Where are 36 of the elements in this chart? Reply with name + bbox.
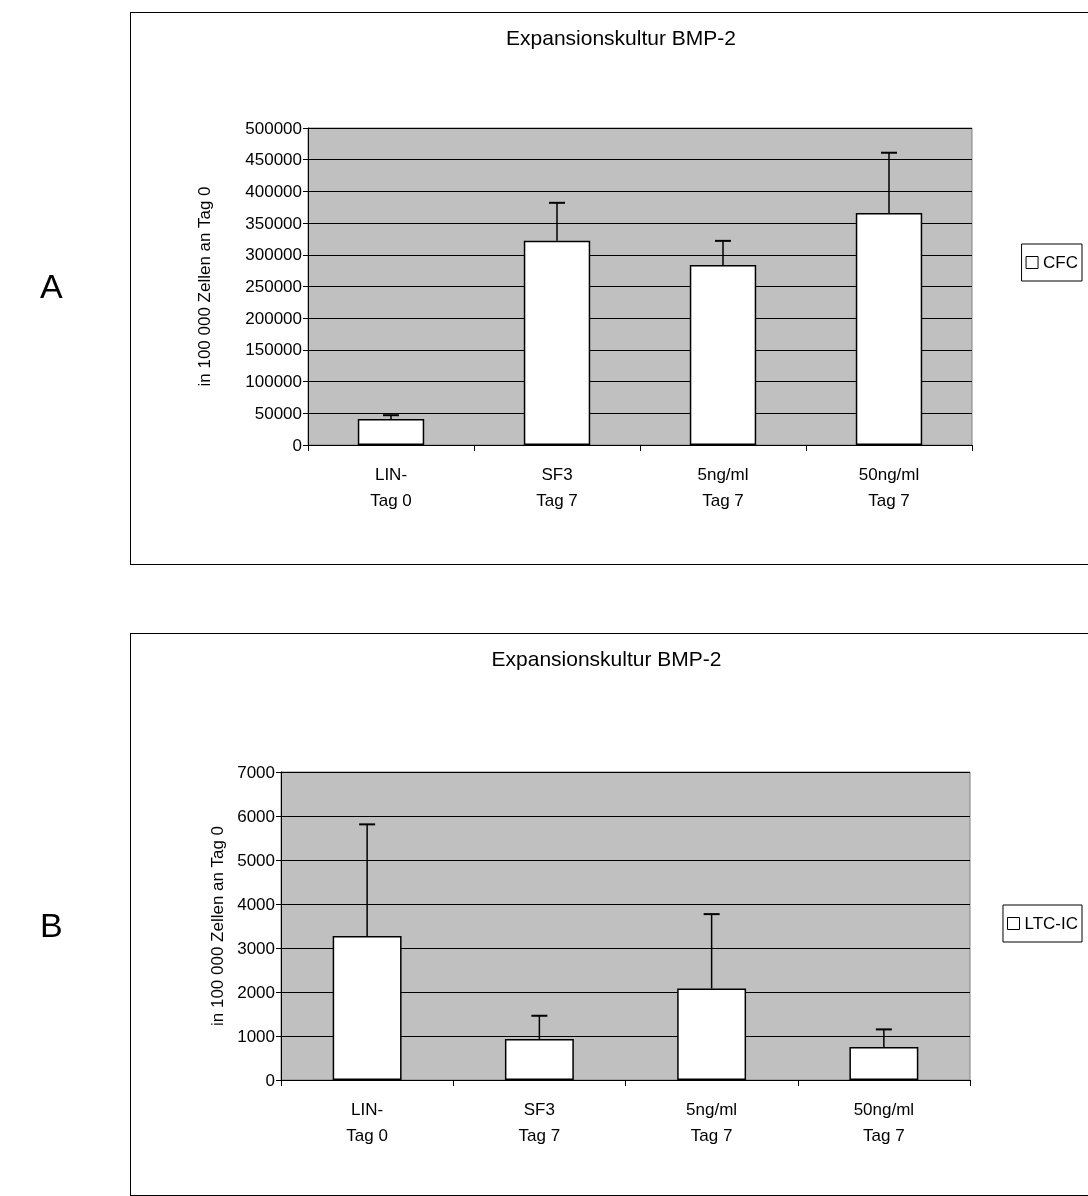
x-tick-label: LIN- Tag 0 bbox=[370, 464, 412, 510]
x-tick-label: 5ng/ml Tag 7 bbox=[686, 1099, 738, 1145]
legend-label: LTC-IC bbox=[1024, 914, 1078, 933]
text: A bbox=[40, 266, 63, 305]
text: B bbox=[40, 906, 63, 944]
y-tick-label: 0 bbox=[265, 1070, 275, 1090]
y-tick-label: 250000 bbox=[245, 277, 302, 296]
x-tick-label: SF3 Tag 7 bbox=[518, 1099, 561, 1145]
x-tick-label: SF3 Tag 7 bbox=[536, 464, 578, 510]
y-tick-label: 1000 bbox=[237, 1026, 275, 1046]
y-tick-label: 6000 bbox=[237, 806, 275, 826]
y-tick-label: 150000 bbox=[245, 340, 302, 360]
chart-title: Expansionskultur BMP-2 bbox=[506, 26, 736, 49]
y-tick-label: 300000 bbox=[245, 245, 302, 265]
y-tick-label: 500000 bbox=[245, 118, 302, 138]
y-axis-title: in 100 000 Zellen an Tag 0 bbox=[208, 825, 227, 1027]
x-tick-label: 50ng/ml Tag 7 bbox=[858, 464, 920, 510]
y-tick-label: 4000 bbox=[237, 894, 275, 914]
y-tick-label: 100000 bbox=[245, 372, 302, 392]
y-tick-label: 0 bbox=[292, 435, 302, 455]
y-tick-label: 50000 bbox=[254, 403, 302, 423]
y-tick-label: 7000 bbox=[237, 762, 275, 782]
y-tick-label: 3000 bbox=[237, 938, 275, 958]
y-tick-label: 450000 bbox=[245, 150, 302, 170]
y-tick-label: 5000 bbox=[237, 850, 275, 870]
y-tick-label: 350000 bbox=[245, 213, 302, 233]
x-tick-label: 50ng/ml Tag 7 bbox=[853, 1099, 915, 1145]
legend-label: CFC bbox=[1043, 253, 1079, 272]
chart-title: Expansionskultur BMP-2 bbox=[491, 647, 722, 670]
y-tick-label: 2000 bbox=[237, 982, 275, 1002]
x-tick-label: 5ng/ml Tag 7 bbox=[697, 464, 749, 510]
x-tick-label: LIN- Tag 0 bbox=[346, 1099, 388, 1145]
bar bbox=[357, 419, 425, 445]
y-tick-label: 200000 bbox=[245, 308, 302, 328]
y-tick-label: 400000 bbox=[245, 181, 302, 201]
y-axis-title: in 100 000 Zellen an Tag 0 bbox=[195, 186, 214, 387]
